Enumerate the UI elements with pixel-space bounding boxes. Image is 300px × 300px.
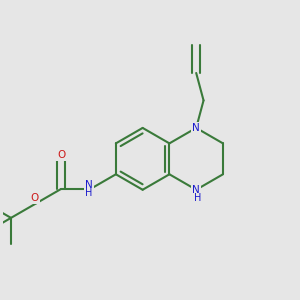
Text: N: N — [192, 123, 200, 133]
Text: O: O — [31, 193, 39, 203]
Text: N: N — [85, 180, 93, 190]
Text: H: H — [194, 193, 201, 203]
Text: N: N — [192, 185, 200, 195]
Text: O: O — [57, 150, 65, 160]
Text: H: H — [85, 188, 93, 197]
